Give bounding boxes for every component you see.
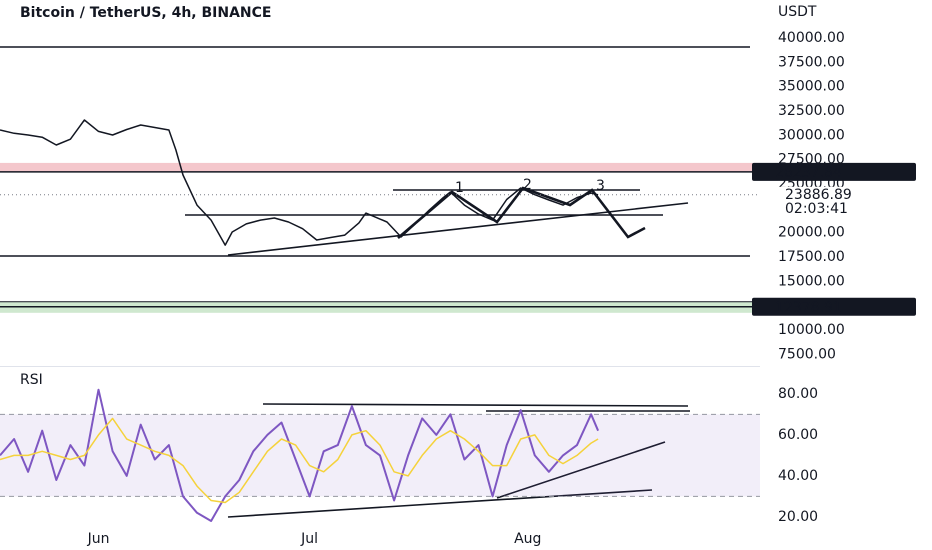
- y-tick-label: 37500.00: [778, 54, 845, 70]
- x-tick-label: Jun: [87, 531, 110, 547]
- rsi-title: RSI: [20, 372, 43, 388]
- last-price-label: 23886.89: [785, 187, 852, 203]
- y-tick-label: 60.00: [778, 427, 818, 443]
- rsi-trend: [496, 441, 666, 499]
- wave-label: 2: [523, 177, 532, 193]
- zone: [0, 162, 760, 172]
- wave-label: 3: [596, 178, 605, 194]
- y-tick-label: 17500.00: [778, 249, 845, 265]
- axis-unit: USDT: [778, 4, 817, 20]
- rsi-line: [262, 403, 689, 407]
- rsi-trend: [227, 489, 653, 518]
- y-tick-label: 80.00: [778, 386, 818, 402]
- y-tick-label: 40000.00: [778, 30, 845, 46]
- level-label: 26237.64: [775, 165, 842, 181]
- countdown: 02:03:41: [785, 201, 848, 217]
- y-tick-label: 15000.00: [778, 273, 845, 289]
- y-tick-label: 10000.00: [778, 322, 845, 338]
- y-tick-label: 35000.00: [778, 79, 845, 95]
- y-tick-label: 32500.00: [778, 103, 845, 119]
- series-line: [0, 388, 600, 522]
- level-label: 12378.91: [775, 300, 842, 316]
- x-tick-label: Aug: [514, 531, 541, 547]
- y-tick-label: 20000.00: [778, 225, 845, 241]
- y-tick-label: 30000.00: [778, 127, 845, 143]
- level-label-box: [752, 297, 916, 316]
- x-tick-label: Jul: [300, 531, 318, 547]
- y-tick-label: 7500.00: [778, 346, 836, 362]
- zigzag: [397, 186, 646, 239]
- y-tick-label: 20.00: [778, 509, 818, 525]
- symbol-title: Bitcoin / TetherUS, 4h, BINANCE: [20, 5, 271, 21]
- series-line: [0, 417, 599, 504]
- y-tick-label: 40.00: [778, 468, 818, 484]
- trend-line: [227, 202, 689, 256]
- last-price-box: [770, 186, 916, 217]
- series-line: [0, 119, 599, 246]
- level-label-box: [752, 162, 916, 181]
- wave-label: 1: [455, 180, 464, 196]
